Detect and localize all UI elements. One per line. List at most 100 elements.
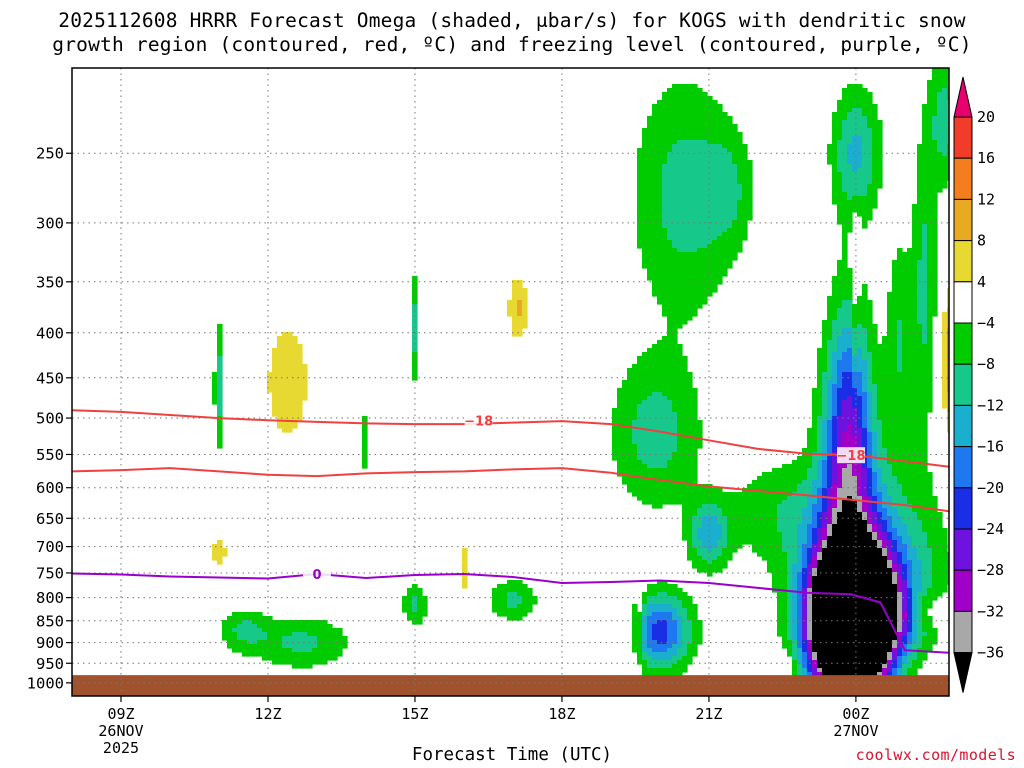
omega-cell — [857, 440, 863, 445]
omega-cell — [862, 220, 868, 225]
omega-cell — [812, 456, 818, 461]
omega-cell — [617, 444, 623, 449]
omega-cell — [932, 192, 938, 197]
omega-cell — [622, 408, 628, 413]
omega-cell — [697, 488, 703, 493]
omega-cell — [902, 376, 908, 381]
omega-cell — [897, 560, 903, 565]
omega-cell — [657, 344, 663, 349]
omega-cell — [927, 308, 933, 313]
omega-cell — [752, 536, 758, 541]
omega-cell — [697, 492, 703, 497]
omega-cell — [902, 392, 908, 397]
omega-cell — [302, 368, 308, 373]
omega-cell — [847, 124, 853, 129]
omega-cell — [857, 148, 863, 153]
omega-cell — [937, 528, 943, 533]
omega-cell — [927, 236, 933, 241]
omega-cell — [667, 392, 673, 397]
omega-cell — [677, 216, 683, 221]
omega-cell — [647, 276, 653, 281]
omega-cell — [647, 184, 653, 189]
omega-cell — [822, 324, 828, 329]
omega-cell — [877, 184, 883, 189]
omega-cell — [837, 132, 843, 137]
omega-cell — [837, 472, 843, 477]
omega-cell — [827, 352, 833, 357]
omega-cell — [667, 244, 673, 249]
omega-cell — [522, 304, 528, 309]
omega-cell — [787, 488, 793, 493]
omega-cell — [652, 416, 658, 421]
omega-cell — [837, 540, 843, 545]
omega-cell — [942, 84, 948, 89]
omega-cell — [922, 348, 928, 353]
omega-cell — [812, 472, 818, 477]
omega-cell — [852, 472, 858, 477]
omega-cell — [842, 168, 848, 173]
omega-cell — [682, 176, 688, 181]
omega-cell — [852, 380, 858, 385]
omega-cell — [872, 524, 878, 529]
omega-cell — [722, 520, 728, 525]
omega-cell — [907, 484, 913, 489]
omega-cell — [852, 420, 858, 425]
omega-cell — [672, 188, 678, 193]
omega-cell — [932, 272, 938, 277]
omega-cell — [652, 124, 658, 129]
omega-cell — [822, 392, 828, 397]
omega-cell — [907, 532, 913, 537]
omega-cell — [932, 204, 938, 209]
omega-cell — [702, 152, 708, 157]
omega-cell — [927, 84, 933, 89]
omega-cell — [662, 240, 668, 245]
omega-cell — [842, 208, 848, 213]
omega-cell — [917, 400, 923, 405]
omega-cell — [687, 504, 693, 509]
omega-cell — [512, 284, 518, 289]
omega-cell — [652, 452, 658, 457]
omega-cell — [727, 164, 733, 169]
omega-cell — [817, 448, 823, 453]
omega-cell — [897, 344, 903, 349]
omega-cell — [677, 356, 683, 361]
omega-cell — [877, 160, 883, 165]
omega-cell — [717, 232, 723, 237]
omega-cell — [867, 484, 873, 489]
omega-cell — [832, 280, 838, 285]
omega-cell — [722, 148, 728, 153]
omega-cell — [907, 572, 913, 577]
omega-cell — [867, 480, 873, 485]
omega-cell — [947, 344, 949, 349]
omega-cell — [652, 212, 658, 217]
omega-cell — [787, 484, 793, 489]
omega-cell — [852, 128, 858, 133]
omega-cell — [277, 380, 283, 385]
omega-cell — [657, 140, 663, 145]
omega-cell — [717, 508, 723, 513]
omega-cell — [682, 212, 688, 217]
omega-cell — [812, 392, 818, 397]
omega-cell — [862, 176, 868, 181]
omega-cell — [937, 108, 943, 113]
omega-cell — [892, 296, 898, 301]
omega-cell — [832, 172, 838, 177]
omega-cell — [657, 256, 663, 261]
omega-cell — [757, 540, 763, 545]
omega-cell — [782, 500, 788, 505]
omega-cell — [887, 408, 893, 413]
omega-cell — [672, 388, 678, 393]
omega-cell — [917, 220, 923, 225]
omega-cell — [522, 296, 528, 301]
omega-cell — [877, 540, 883, 545]
omega-cell — [717, 540, 723, 545]
omega-cell — [937, 160, 943, 165]
omega-cell — [812, 540, 818, 545]
omega-cell — [852, 332, 858, 337]
omega-cell — [927, 92, 933, 97]
omega-cell — [692, 132, 698, 137]
omega-cell — [837, 356, 843, 361]
omega-cell — [717, 548, 723, 553]
omega-cell — [832, 468, 838, 473]
omega-cell — [277, 336, 283, 341]
